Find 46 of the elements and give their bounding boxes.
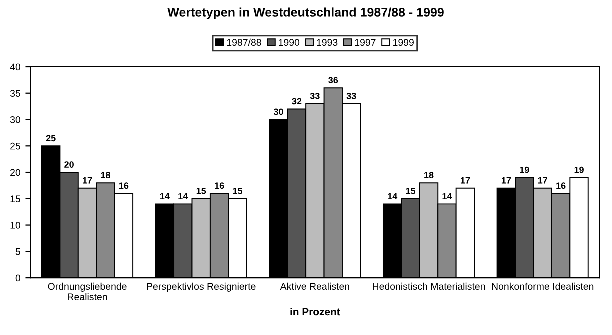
data-label: 17 xyxy=(502,177,512,184)
y-tick-label: 30 xyxy=(10,116,20,124)
data-label: 19 xyxy=(520,166,530,174)
data-label: 18 xyxy=(101,172,110,179)
x-tick-label: Aktive Realisten xyxy=(280,282,350,290)
x-axis-title: in Prozent xyxy=(290,308,340,316)
legend-label: 1997 xyxy=(355,39,376,46)
legend-label: 1999 xyxy=(394,39,414,46)
x-tick-label: Ordnungsliebende Realisten xyxy=(48,282,127,301)
data-label: 20 xyxy=(64,162,74,168)
x-tick-label: Hedonistisch Materialisten xyxy=(373,282,486,290)
data-label: 14 xyxy=(442,193,452,200)
data-label: 14 xyxy=(178,193,188,200)
y-tick-label: 40 xyxy=(10,64,20,71)
y-tick-label: 10 xyxy=(10,222,20,229)
legend-label: 1993 xyxy=(317,39,338,46)
data-label: 25 xyxy=(46,135,56,142)
data-label: 33 xyxy=(310,92,320,100)
y-tick-label: 5 xyxy=(16,248,20,256)
x-tick-label: Nonkonforme Idealisten xyxy=(492,282,594,290)
data-label: 19 xyxy=(574,166,584,174)
data-label: 16 xyxy=(215,182,224,190)
data-label: 17 xyxy=(83,177,92,184)
data-label: 30 xyxy=(274,108,284,116)
data-label: 15 xyxy=(406,188,416,194)
data-label: 15 xyxy=(196,188,206,194)
x-tick-label: Perspektivlos Resignierte xyxy=(147,282,256,292)
data-label: 18 xyxy=(424,172,434,179)
data-label: 15 xyxy=(233,188,243,194)
y-tick-label: 35 xyxy=(10,90,20,97)
data-label: 14 xyxy=(160,193,170,200)
data-label: 36 xyxy=(328,77,338,84)
legend-label: 1990 xyxy=(279,39,300,46)
y-tick-label: 25 xyxy=(10,142,20,150)
y-tick-label: 0 xyxy=(16,274,20,282)
data-label: 33 xyxy=(346,92,356,100)
legend-label: 1987/88 xyxy=(227,38,262,46)
chart-title: Wertetypen in Westdeutschland 1987/88 - 1999 xyxy=(168,8,444,20)
y-tick-label: 20 xyxy=(10,169,20,176)
data-label: 16 xyxy=(556,182,566,190)
data-label: 17 xyxy=(538,177,548,184)
data-label: 16 xyxy=(119,182,129,190)
data-label: 32 xyxy=(292,98,302,105)
data-label: 14 xyxy=(388,193,398,200)
data-label: 17 xyxy=(460,177,470,184)
y-tick-label: 15 xyxy=(10,196,20,203)
